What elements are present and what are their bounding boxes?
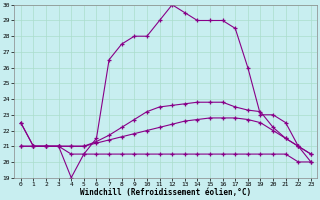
X-axis label: Windchill (Refroidissement éolien,°C): Windchill (Refroidissement éolien,°C) (80, 188, 252, 197)
